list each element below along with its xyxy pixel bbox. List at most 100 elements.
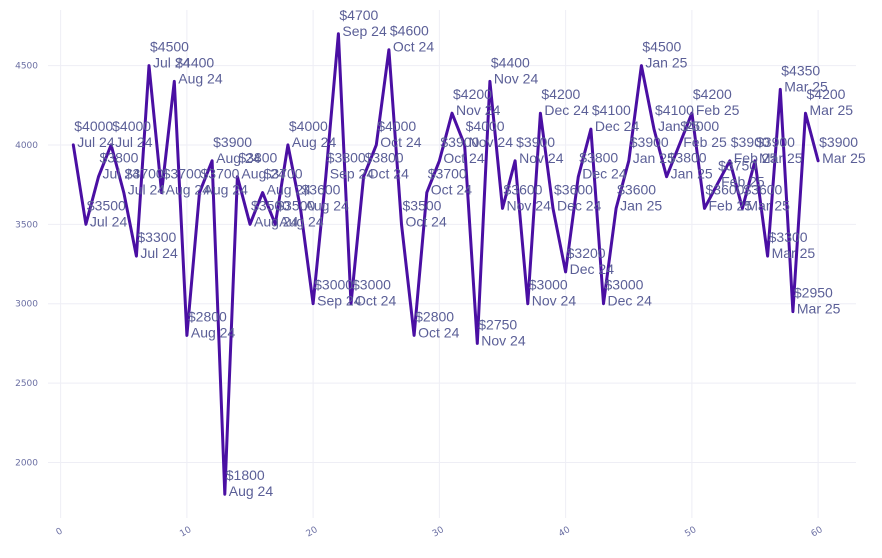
data-label-value: $3750 (718, 158, 757, 174)
data-label-value: $4000 (680, 118, 719, 134)
data-label-value: $4500 (150, 39, 189, 55)
data-label: $4000 Jul 24 (112, 118, 153, 150)
data-label-value: $3600 (504, 181, 543, 197)
data-label-month: Jan 25 (671, 166, 713, 182)
data-label-value: $4100 (592, 102, 631, 118)
data-label-month: Jul 24 (90, 213, 128, 229)
data-label-value: $3000 (314, 277, 353, 293)
data-label-month: Jul 24 (77, 134, 115, 150)
data-label-month: Aug 24 (279, 213, 324, 229)
data-label-month: Mar 25 (759, 150, 803, 166)
y-tick-label: 3500 (15, 220, 38, 230)
data-label: $4700 Sep 24 (339, 7, 387, 39)
data-label: $3600 Dec 24 (554, 181, 602, 213)
data-label-value: $3900 (731, 134, 770, 150)
data-label: $3700 Jul 24 (125, 166, 166, 198)
data-label-month: Oct 24 (355, 293, 396, 309)
data-label-month: Dec 24 (595, 118, 640, 134)
data-label-value: $3700 (264, 166, 303, 182)
data-label: $3500 Oct 24 (403, 197, 447, 229)
data-label-value: $4200 (453, 86, 492, 102)
data-label-value: $4000 (377, 118, 416, 134)
data-label-value: $1800 (226, 467, 265, 483)
data-label: $4100 Dec 24 (592, 102, 640, 134)
data-label-value: $3900 (213, 134, 252, 150)
data-label-month: Mar 25 (822, 150, 866, 166)
y-axis-ticks: 2000 2500 3000 3500 4000 4500 (15, 62, 38, 469)
data-label-value: $3900 (819, 134, 858, 150)
data-label: $4000 Nov 24 (466, 118, 514, 150)
data-label-month: Mar 25 (810, 102, 854, 118)
data-label-month: Aug 24 (178, 70, 223, 86)
data-label: $3700 Aug 24 (201, 166, 249, 198)
data-label-month: Jul 24 (103, 166, 141, 182)
data-label-month: Jul 24 (128, 182, 166, 198)
data-label-month: Jul 24 (153, 55, 191, 71)
data-label-value: $3200 (567, 245, 606, 261)
data-label: $4000 Aug 24 (289, 118, 337, 150)
data-label-value: $4100 (655, 102, 694, 118)
data-label-value: $3000 (352, 277, 391, 293)
data-label-value: $4500 (642, 39, 681, 55)
data-label-month: Feb 25 (683, 134, 727, 150)
data-label-month: Aug 24 (216, 150, 261, 166)
data-label-value: $3600 (617, 181, 656, 197)
data-label-value: $3600 (743, 181, 782, 197)
data-label-value: $4000 (289, 118, 328, 134)
data-label-value: $3800 (327, 150, 366, 166)
data-label-month: Nov 24 (519, 150, 564, 166)
data-label: $3200 Dec 24 (567, 245, 615, 277)
x-tick-label: 0 (55, 526, 65, 538)
data-label-value: $4700 (339, 7, 378, 23)
data-label-value: $4400 (491, 54, 530, 70)
data-label-value: $3900 (516, 134, 555, 150)
data-label-month: Feb 25 (721, 174, 765, 190)
data-label-month: Oct 24 (443, 150, 484, 166)
data-label-value: $3300 (137, 229, 176, 245)
data-label-month: Mar 25 (746, 197, 790, 213)
data-label: $3600 Jan 25 (617, 181, 662, 213)
y-tick-label: 4000 (15, 141, 38, 151)
data-label-month: Nov 24 (481, 332, 526, 348)
data-label: $3900 Oct 24 (440, 134, 484, 166)
data-label: $3800 Dec 24 (579, 150, 627, 182)
data-label-month: Aug 24 (292, 134, 337, 150)
data-label: $3800 Jan 25 (668, 150, 713, 182)
data-label-value: $4000 (112, 118, 151, 134)
data-label: $3700 Aug 24 (264, 166, 312, 198)
data-label-month: Dec 24 (608, 293, 653, 309)
data-label-value: $4000 (74, 118, 113, 134)
data-label-month: Dec 24 (544, 102, 589, 118)
data-label: $3900 Mar 25 (819, 134, 866, 166)
data-label: $4400 Nov 24 (491, 54, 539, 86)
data-label: $3900 Feb 25 (731, 134, 778, 166)
data-label: $3800 Sep 24 (327, 150, 375, 182)
data-label: $4200 Dec 24 (541, 86, 589, 118)
data-label-value: $3500 (403, 197, 442, 213)
data-label-value: $2750 (478, 316, 517, 332)
y-tick-label: 3000 (15, 300, 38, 310)
data-label: $4400 Aug 24 (175, 54, 223, 86)
data-label-value: $3000 (529, 277, 568, 293)
data-label: $4100 Jan 25 (655, 102, 700, 134)
data-label-value: $4200 (807, 86, 846, 102)
data-label-month: Aug 24 (204, 182, 249, 198)
data-label: $4000 Oct 24 (377, 118, 421, 150)
data-label: $4200 Mar 25 (807, 86, 854, 118)
data-label-month: Dec 24 (570, 261, 615, 277)
data-label-value: $4200 (541, 86, 580, 102)
data-label-month: Dec 24 (582, 166, 627, 182)
data-label: $3600 Feb 25 (706, 181, 753, 213)
data-label: $3300 Mar 25 (769, 229, 816, 261)
data-label-month: Sep 24 (330, 166, 375, 182)
data-label-month: Mar 25 (784, 78, 828, 94)
data-label-value: $3900 (440, 134, 479, 150)
data-label: $3500 Aug 24 (251, 197, 299, 229)
data-label-month: Jan 25 (645, 55, 687, 71)
data-label-value: $3500 (251, 197, 290, 213)
data-label: $4350 Mar 25 (781, 62, 828, 94)
series-line (71, 32, 820, 496)
data-label: $4000 Jul 24 (74, 118, 115, 150)
data-label-value: $3800 (100, 150, 139, 166)
